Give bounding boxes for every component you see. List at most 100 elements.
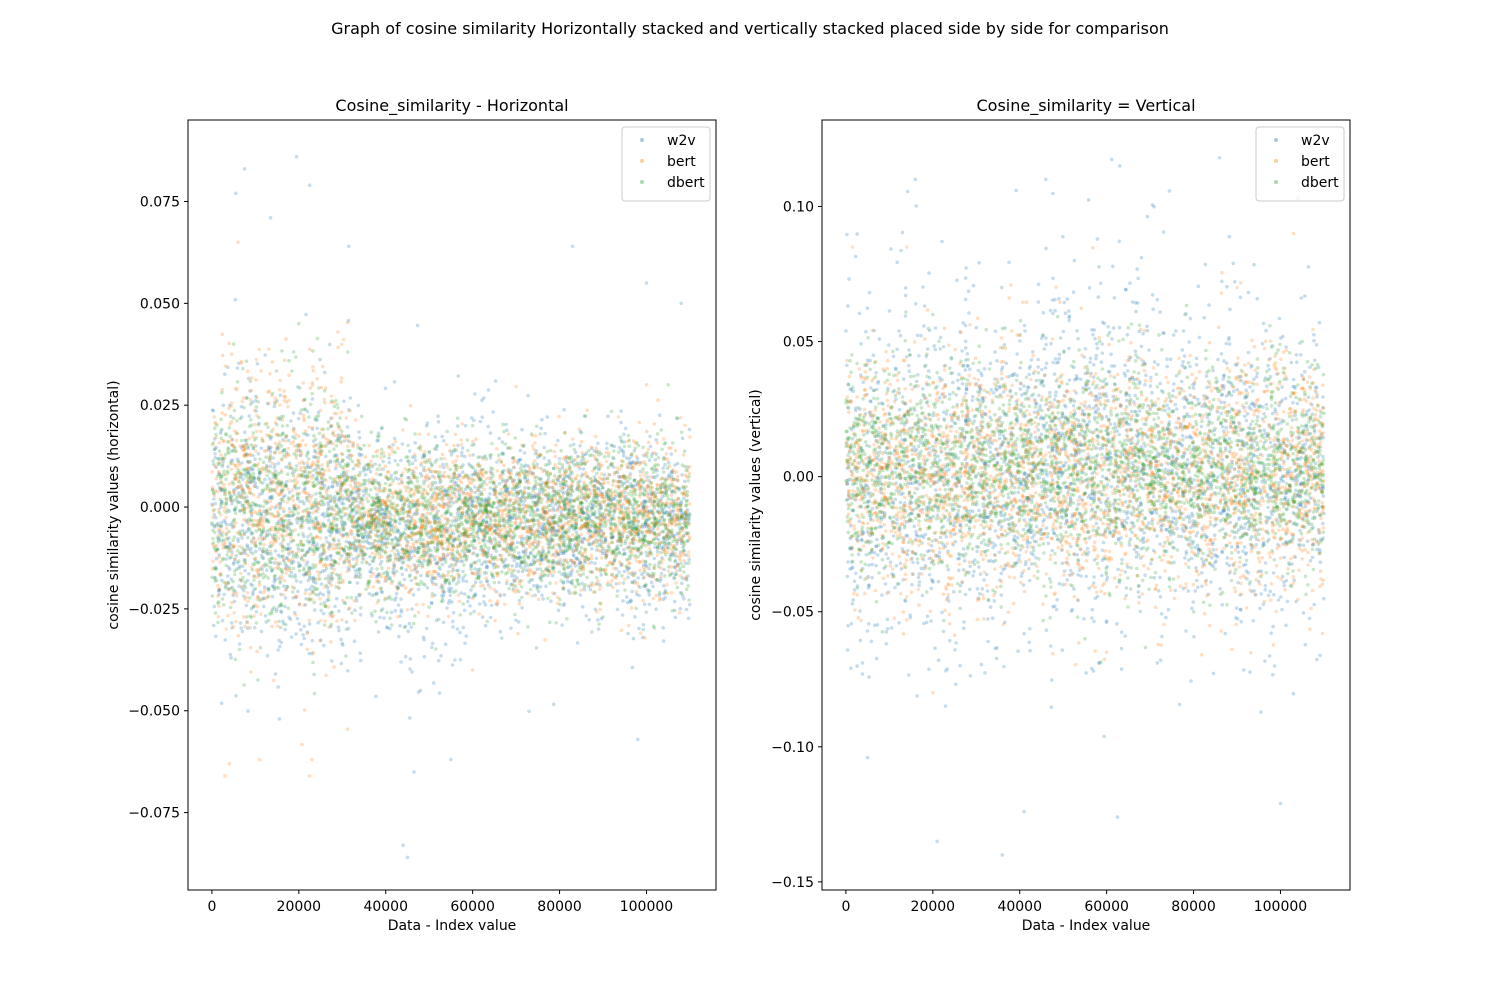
point-w2v	[283, 627, 287, 632]
point-w2v	[375, 530, 380, 534]
point-bert	[450, 529, 454, 533]
point-w2v	[620, 504, 624, 508]
point-bert	[507, 471, 512, 476]
point-bert	[449, 495, 453, 499]
point-bert	[278, 378, 283, 383]
point-w2v	[214, 556, 219, 561]
point-w2v	[575, 641, 580, 645]
point-w2v	[442, 439, 446, 443]
point-w2v	[223, 372, 227, 377]
point-w2v	[234, 694, 238, 698]
point-w2v	[219, 487, 223, 492]
point-bert	[224, 515, 229, 520]
point-w2v	[593, 561, 597, 565]
point-w2v	[556, 478, 560, 482]
point-bert	[210, 503, 215, 508]
point-w2v	[482, 534, 486, 539]
point-bert	[323, 401, 327, 405]
point-bert	[634, 559, 639, 563]
point-w2v	[507, 514, 512, 519]
point-w2v	[441, 547, 446, 551]
point-bert	[496, 599, 500, 603]
point-w2v	[625, 600, 630, 605]
point-bert	[450, 569, 455, 574]
point-w2v	[319, 608, 323, 613]
point-w2v	[534, 449, 539, 453]
point-bert	[248, 397, 252, 402]
point-bert	[440, 452, 445, 457]
point-w2v	[556, 528, 560, 532]
point-w2v	[236, 537, 240, 541]
point-w2v	[671, 489, 675, 494]
point-bert	[392, 561, 396, 565]
point-w2v	[301, 633, 306, 637]
point-w2v	[273, 549, 278, 553]
point-w2v	[450, 663, 455, 667]
point-w2v	[515, 576, 519, 580]
point-w2v	[627, 457, 632, 461]
point-w2v	[289, 560, 294, 564]
point-w2v	[520, 495, 524, 500]
point-w2v	[216, 538, 221, 542]
point-w2v	[499, 524, 504, 528]
point-w2v	[619, 409, 623, 413]
point-bert	[643, 636, 647, 640]
point-bert	[328, 563, 332, 567]
point-w2v	[286, 438, 291, 443]
point-w2v	[356, 533, 361, 538]
point-w2v	[234, 191, 238, 196]
point-w2v	[567, 591, 572, 595]
point-w2v	[547, 521, 551, 526]
point-bert	[678, 573, 683, 578]
point-bert	[282, 579, 287, 583]
point-bert	[554, 443, 558, 447]
point-w2v	[435, 561, 440, 565]
point-bert	[440, 514, 444, 518]
point-bert	[509, 497, 513, 502]
point-w2v	[461, 569, 465, 574]
point-w2v	[380, 540, 384, 545]
point-w2v	[318, 357, 322, 362]
point-w2v	[653, 458, 657, 462]
point-w2v	[434, 561, 438, 566]
point-bert	[292, 429, 296, 434]
point-w2v	[276, 461, 281, 466]
point-bert	[374, 579, 379, 584]
point-w2v	[299, 628, 303, 632]
point-w2v	[296, 561, 301, 565]
point-w2v	[318, 480, 323, 485]
point-w2v	[284, 465, 288, 469]
point-bert	[229, 352, 234, 357]
point-w2v	[368, 555, 372, 559]
point-w2v	[287, 507, 292, 511]
point-bert	[284, 571, 289, 575]
point-w2v	[412, 550, 416, 554]
point-w2v	[670, 509, 674, 514]
point-w2v	[610, 535, 614, 540]
point-w2v	[220, 464, 225, 469]
point-w2v	[603, 537, 608, 542]
point-w2v	[621, 581, 626, 585]
point-w2v	[493, 379, 498, 383]
point-w2v	[655, 578, 659, 582]
point-w2v	[484, 565, 489, 570]
point-w2v	[422, 453, 427, 458]
point-w2v	[251, 536, 256, 540]
point-w2v	[684, 520, 688, 524]
point-w2v	[425, 421, 430, 425]
point-bert	[477, 612, 482, 616]
point-w2v	[318, 555, 322, 559]
point-bert	[615, 506, 620, 511]
point-w2v	[276, 648, 281, 652]
point-w2v	[518, 448, 523, 453]
point-bert	[267, 389, 272, 394]
point-w2v	[543, 431, 547, 436]
point-bert	[308, 592, 312, 596]
point-bert	[395, 615, 400, 619]
point-w2v	[249, 532, 254, 536]
point-w2v	[624, 456, 629, 460]
point-w2v	[541, 597, 545, 601]
point-w2v	[374, 574, 379, 579]
point-w2v	[678, 606, 683, 611]
point-bert	[577, 572, 581, 577]
